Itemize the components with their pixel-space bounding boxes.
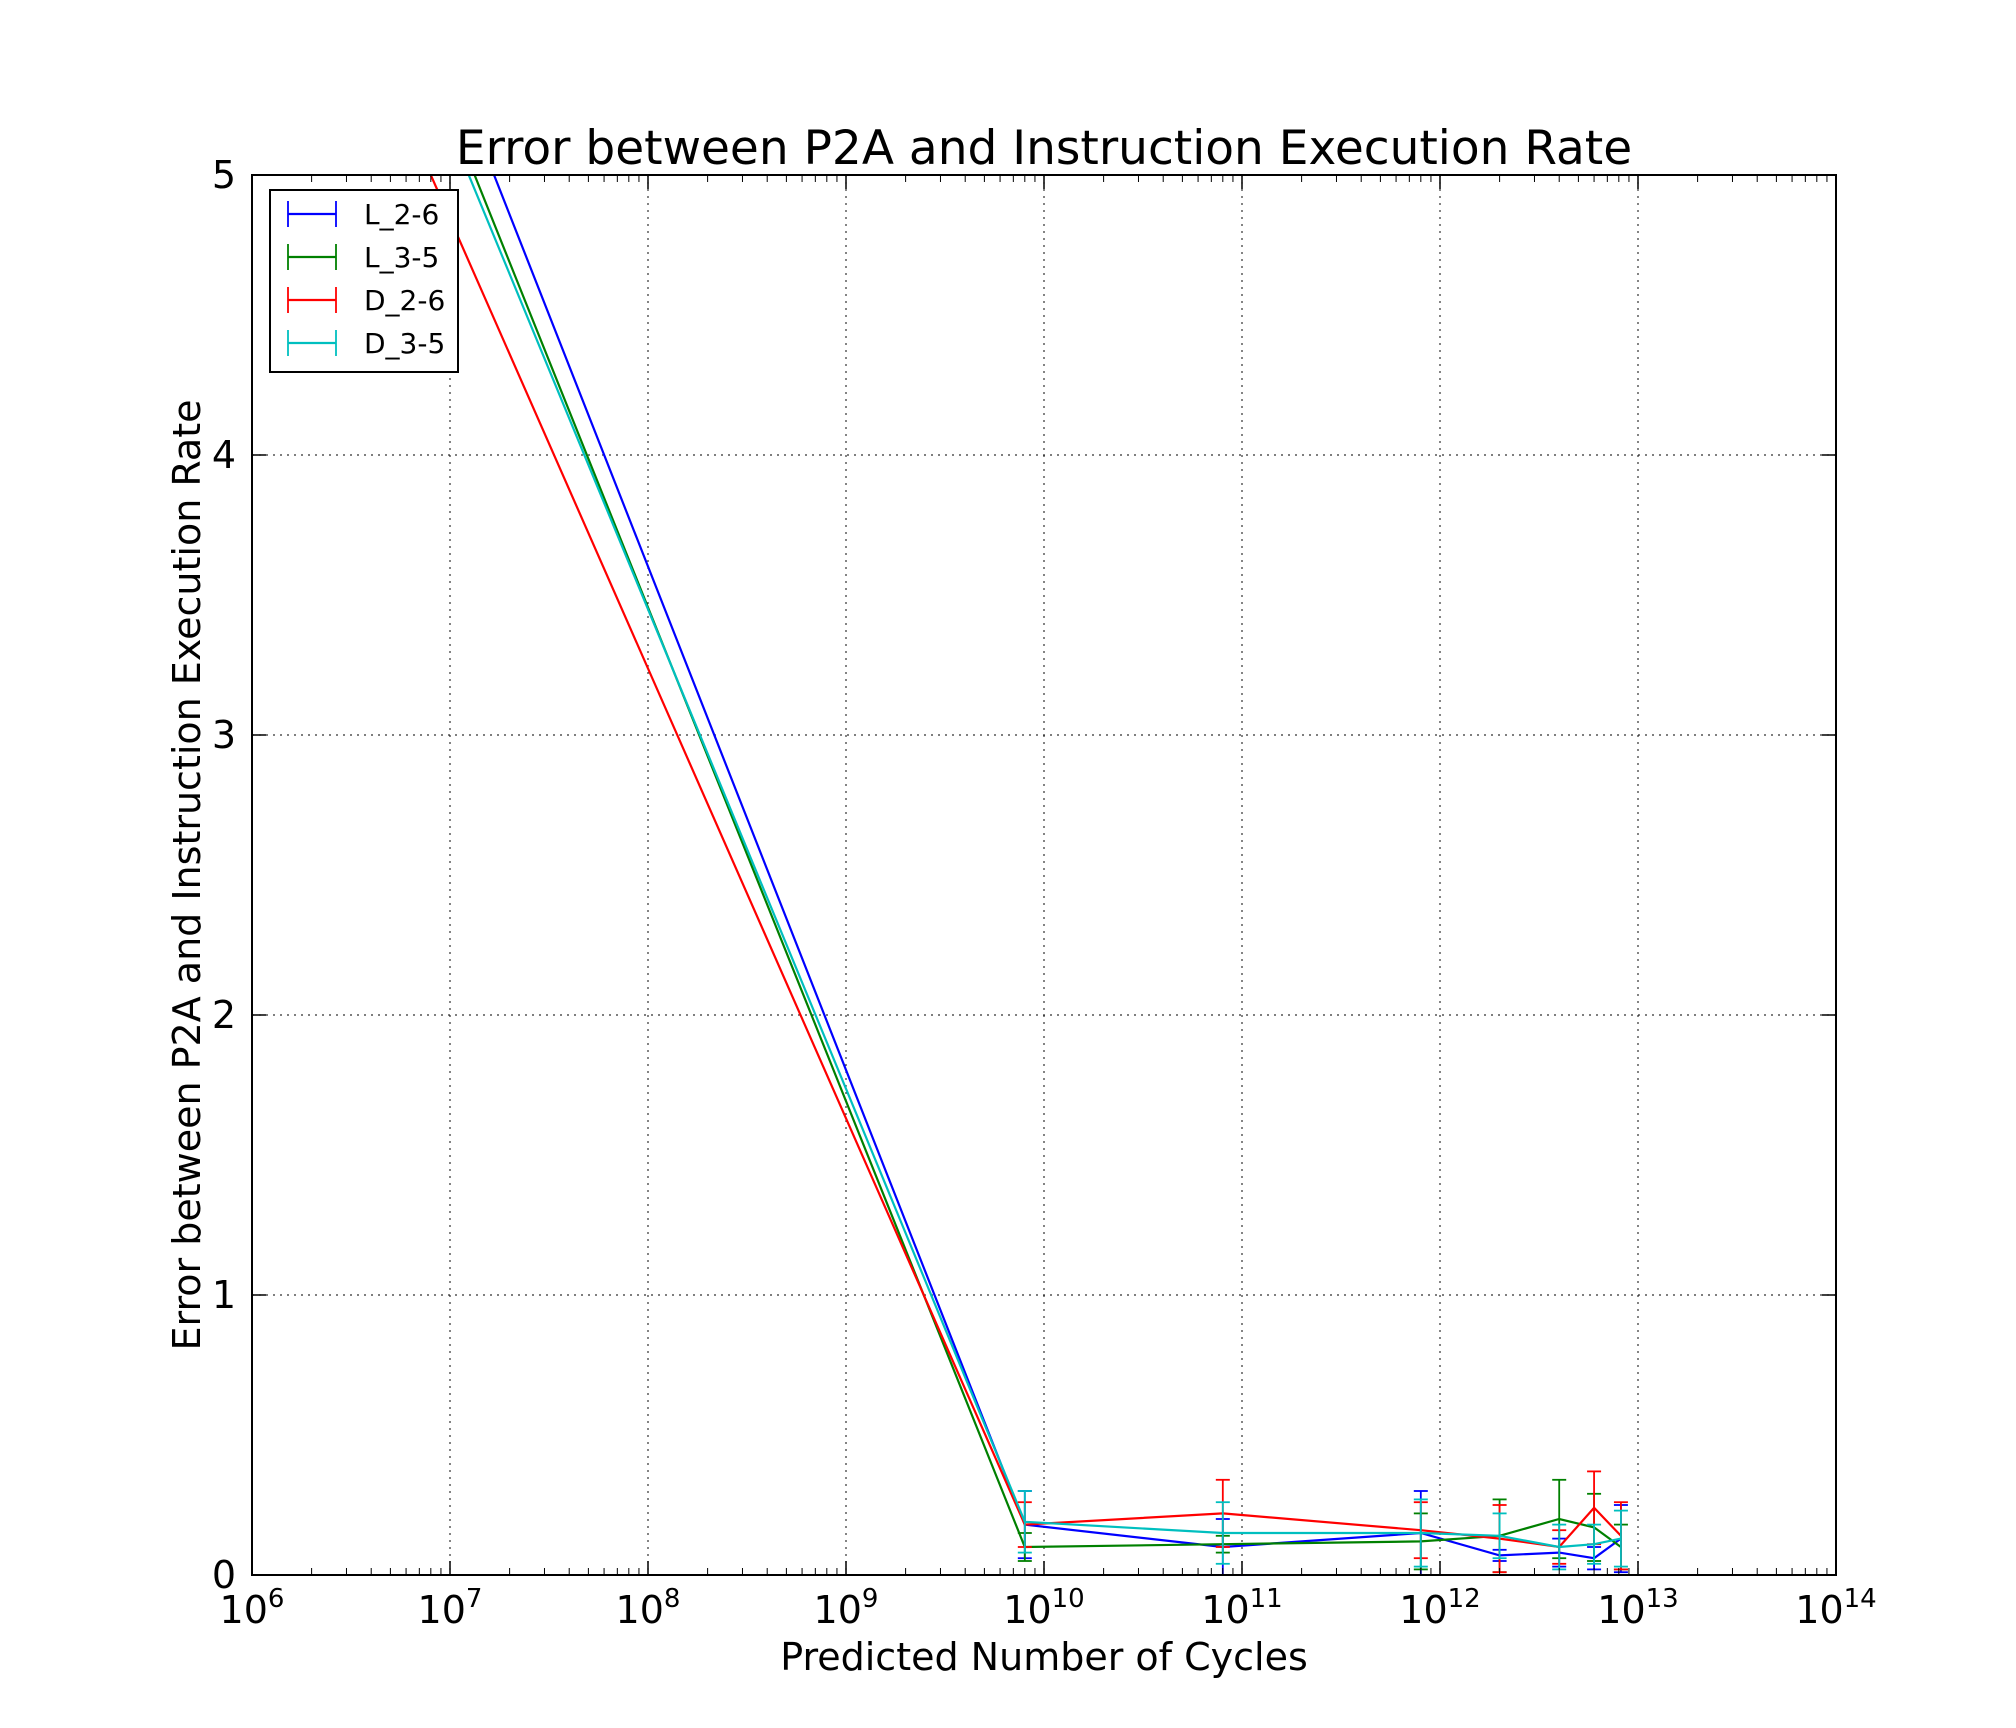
y-tick-label: 0 — [212, 1553, 236, 1597]
legend-label: D_3-5 — [364, 327, 445, 360]
x-tick-base: 10 — [814, 1588, 862, 1632]
x-tick-label: 1013 — [1597, 1584, 1678, 1632]
series-layer — [429, 175, 1628, 1575]
legend-frame — [269, 189, 459, 373]
error-bar — [1587, 1523, 1602, 1565]
error-bar — [1613, 1509, 1628, 1568]
x-tick-base: 10 — [1399, 1588, 1447, 1632]
series-line — [429, 175, 1622, 1549]
x-tick-exponent: 11 — [1250, 1584, 1283, 1614]
x-tick-label: 1010 — [1003, 1584, 1084, 1632]
series-line — [467, 175, 1622, 1549]
x-tick-exponent: 8 — [664, 1584, 681, 1614]
error-bar — [1413, 1498, 1428, 1568]
x-tick-label: 107 — [418, 1584, 483, 1632]
x-tick-exponent: 10 — [1052, 1584, 1085, 1614]
x-tick-base: 10 — [1597, 1588, 1645, 1632]
x-tick-label: 1014 — [1795, 1584, 1876, 1632]
legend-item: L_2-6 — [287, 198, 439, 231]
y-tick-label: 3 — [212, 713, 236, 757]
x-tick-base: 10 — [1003, 1588, 1051, 1632]
y-tick-label: 2 — [212, 993, 236, 1037]
x-tick-base: 10 — [1201, 1588, 1249, 1632]
series-line — [473, 175, 1622, 1549]
x-tick-label: 1011 — [1201, 1584, 1282, 1632]
x-tick-exponent: 6 — [268, 1584, 285, 1614]
legend: L_2-6 L_3-5 D_2-6 D_3-5 — [269, 189, 459, 373]
y-axis-label: Error between P2A and Instruction Execut… — [165, 400, 209, 1351]
x-tick-base: 10 — [616, 1588, 664, 1632]
series-line — [492, 175, 1622, 1560]
x-tick-exponent: 13 — [1646, 1584, 1679, 1614]
x-tick-label: 106 — [220, 1584, 285, 1632]
y-tick-label: 4 — [212, 433, 236, 477]
x-tick-exponent: 7 — [466, 1584, 483, 1614]
x-tick-label: 108 — [616, 1584, 681, 1632]
x-tick-base: 10 — [1795, 1588, 1843, 1632]
series-L_3-5 — [473, 175, 1628, 1574]
legend-label: D_2-6 — [364, 284, 445, 317]
x-tick-exponent: 12 — [1448, 1584, 1481, 1614]
error-bar — [1215, 1501, 1230, 1565]
x-tick-base: 10 — [220, 1588, 268, 1632]
legend-label: L_2-6 — [364, 198, 439, 231]
error-bar — [1492, 1512, 1507, 1560]
x-axis-label: Predicted Number of Cycles — [780, 1635, 1308, 1679]
x-tick-base: 10 — [418, 1588, 466, 1632]
series-L_2-6 — [492, 175, 1628, 1575]
series-D_2-6 — [429, 175, 1628, 1574]
error-bar — [1017, 1490, 1032, 1554]
legend-label: L_3-5 — [364, 241, 439, 274]
grid-layer — [252, 175, 1836, 1575]
chart-title: Error between P2A and Instruction Execut… — [456, 121, 1632, 176]
x-tick-label: 109 — [814, 1584, 879, 1632]
legend-item: L_3-5 — [287, 241, 439, 274]
legend-item: D_2-6 — [287, 284, 445, 317]
legend-item: D_3-5 — [287, 327, 445, 360]
y-tick-label: 1 — [212, 1273, 236, 1317]
x-tick-exponent: 9 — [862, 1584, 879, 1614]
x-tick-exponent: 14 — [1844, 1584, 1877, 1614]
series-D_3-5 — [467, 175, 1628, 1571]
y-tick-label: 5 — [212, 153, 236, 197]
x-tick-label: 1012 — [1399, 1584, 1480, 1632]
